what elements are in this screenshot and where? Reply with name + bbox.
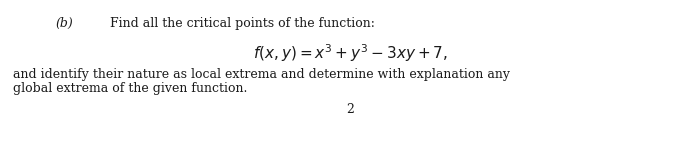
Text: and identify their nature as local extrema and determine with explanation any: and identify their nature as local extre…: [13, 68, 510, 81]
Text: (b): (b): [55, 17, 73, 30]
Text: 2: 2: [346, 103, 354, 116]
Text: global extrema of the given function.: global extrema of the given function.: [13, 82, 247, 95]
Text: Find all the critical points of the function:: Find all the critical points of the func…: [110, 17, 375, 30]
Text: $f(x, y) = x^3 + y^3 - 3xy + 7,$: $f(x, y) = x^3 + y^3 - 3xy + 7,$: [253, 42, 447, 64]
